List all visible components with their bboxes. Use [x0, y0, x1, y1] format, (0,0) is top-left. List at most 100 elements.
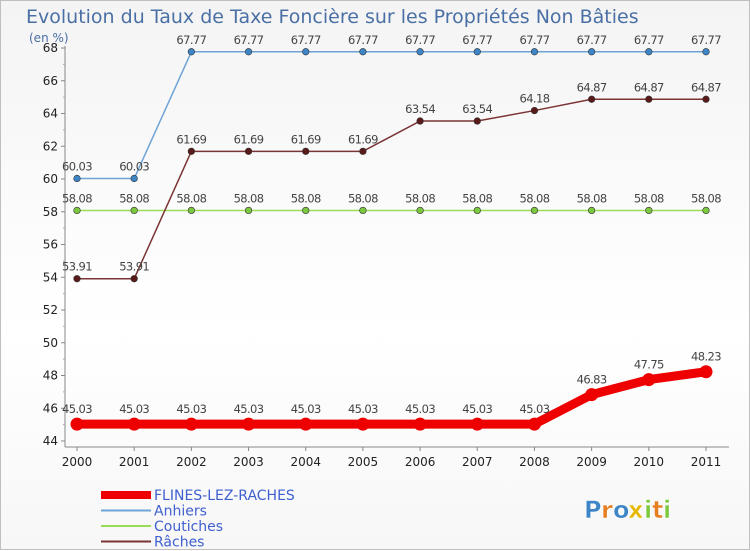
y-axis-unit: (en %)	[29, 31, 69, 45]
data-point	[187, 206, 195, 215]
data-point	[73, 275, 81, 283]
data-point	[588, 95, 596, 103]
data-point	[527, 417, 541, 431]
data-label: 58.08	[119, 191, 149, 205]
data-label: 61.69	[348, 132, 378, 146]
data-label: 58.08	[176, 191, 206, 205]
data-point	[187, 48, 195, 56]
data-point	[702, 206, 710, 215]
data-point	[127, 417, 141, 431]
data-label: 45.03	[405, 402, 435, 416]
y-tick-label: 54	[43, 270, 58, 284]
data-label: 60.03	[119, 160, 149, 174]
data-point	[187, 147, 195, 155]
x-tick-label: 2008	[519, 455, 550, 469]
x-tick-label: 2006	[405, 455, 436, 469]
data-label: 45.03	[176, 402, 206, 416]
data-label: 58.08	[405, 191, 435, 205]
y-tick-label: 60	[43, 172, 58, 186]
logo-letter: i	[663, 496, 671, 524]
data-label: 67.77	[291, 33, 321, 47]
y-tick-label: 58	[43, 205, 58, 219]
legend-label: Anhiers	[154, 504, 207, 520]
data-label: 45.03	[119, 402, 149, 416]
series-line-anhiers	[77, 51, 706, 180]
y-tick-label: 50	[43, 336, 58, 350]
data-point	[130, 206, 138, 215]
data-point	[184, 417, 198, 431]
data-label: 53.91	[62, 260, 92, 274]
data-label: 61.69	[291, 132, 321, 146]
logo-letter: P	[584, 496, 602, 524]
data-point	[302, 147, 310, 155]
y-tick-label: 66	[43, 74, 58, 88]
data-label: 45.03	[62, 402, 92, 416]
y-tick-label: 64	[43, 107, 58, 121]
data-label: 60.03	[62, 160, 92, 174]
data-point	[645, 48, 653, 56]
data-label: 67.77	[405, 33, 435, 47]
data-point	[699, 365, 713, 379]
data-point	[642, 373, 656, 387]
y-tick-label: 56	[43, 238, 58, 252]
data-label: 45.03	[462, 402, 492, 416]
x-tick-label: 2007	[462, 455, 493, 469]
data-point	[702, 95, 710, 103]
logo-letter: o	[613, 496, 630, 524]
data-point	[73, 174, 81, 183]
chart-title: Evolution du Taux de Taxe Foncière sur l…	[26, 6, 639, 28]
data-label: 58.08	[291, 191, 321, 205]
series-line-flines-lez-raches	[77, 367, 707, 429]
legend-label: Râches	[154, 535, 204, 551]
data-point	[588, 48, 596, 56]
y-tick-label: 48	[43, 369, 58, 383]
y-tick-label: 62	[43, 139, 58, 153]
data-point	[244, 48, 253, 56]
data-point	[645, 95, 653, 103]
data-point	[242, 417, 256, 431]
data-label: 58.08	[519, 191, 549, 205]
data-point	[73, 206, 81, 215]
data-point	[416, 48, 424, 56]
legend-label: Coutiches	[154, 519, 223, 535]
data-point	[530, 206, 539, 215]
y-tick-label: 46	[43, 401, 58, 415]
x-tick-label: 2011	[691, 455, 722, 469]
data-point	[416, 117, 424, 125]
data-point	[470, 417, 484, 431]
data-point	[359, 147, 367, 155]
data-label: 45.03	[348, 402, 378, 416]
data-label: 58.08	[348, 191, 378, 205]
x-tick-label: 2000	[62, 455, 93, 469]
data-point	[359, 206, 367, 215]
data-point	[356, 417, 370, 431]
data-point	[702, 48, 710, 56]
data-point	[359, 48, 367, 56]
data-label: 48.23	[691, 350, 721, 364]
logo-letter: t	[652, 496, 663, 524]
data-label: 58.08	[462, 191, 492, 205]
data-label: 58.08	[691, 191, 721, 205]
data-label: 58.08	[577, 191, 607, 205]
data-label: 67.77	[462, 33, 492, 47]
data-point	[70, 417, 84, 431]
data-label: 67.77	[348, 33, 378, 47]
data-point	[530, 106, 539, 115]
y-tick-label: 52	[43, 303, 58, 317]
data-label: 45.03	[519, 402, 549, 416]
x-tick-label: 2004	[290, 455, 321, 469]
y-tick-label: 68	[43, 41, 58, 55]
data-label: 64.87	[634, 80, 664, 94]
data-label: 45.03	[291, 402, 321, 416]
series-layer: 60.03 60.03 67.77 67.77 67.77 67.77 67.77 67.77…	[62, 33, 722, 431]
y-tick-label: 44	[43, 434, 58, 448]
x-tick-label: 2002	[176, 455, 207, 469]
x-tick-label: 2009	[576, 455, 607, 469]
data-label: 45.03	[234, 402, 264, 416]
data-point	[302, 48, 310, 56]
data-point	[645, 206, 653, 215]
x-tick-label: 2001	[119, 455, 150, 469]
